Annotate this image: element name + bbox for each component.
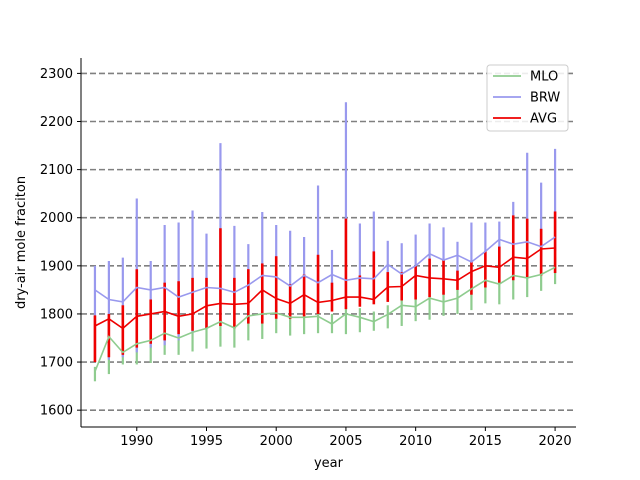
y-axis-label: dry-air mole fraciton xyxy=(14,176,29,309)
x-tick-label-2015: 2015 xyxy=(469,434,502,449)
legend-label-AVG: AVG xyxy=(530,112,557,127)
legend: MLO BRW AVG xyxy=(486,64,569,132)
y-tick-label-1600: 1600 xyxy=(40,404,73,419)
y-tick-label-1900: 1900 xyxy=(40,259,73,274)
legend-label-BRW: BRW xyxy=(530,91,560,106)
legend-label-MLO: MLO xyxy=(530,70,558,85)
y-tick-label-1800: 1800 xyxy=(40,307,73,322)
x-tick-label-2005: 2005 xyxy=(329,434,362,449)
x-tick-label-1990: 1990 xyxy=(120,434,153,449)
legend-box xyxy=(486,64,569,132)
y-tick-label-1700: 1700 xyxy=(40,356,73,371)
y-tick-label-2000: 2000 xyxy=(40,211,73,226)
series-line-BRW xyxy=(94,236,556,303)
grid xyxy=(81,72,576,411)
series-lines xyxy=(94,236,556,372)
x-tick-label-2010: 2010 xyxy=(399,434,432,449)
ticks: 1990 1995 2000 2005 2010 2015 2020 1600 1700 1800… xyxy=(40,67,572,449)
x-tick-label-2020: 2020 xyxy=(539,434,572,449)
y-tick-label-2100: 2100 xyxy=(40,163,73,178)
y-tick-label-2300: 2300 xyxy=(40,67,73,82)
series-line-MLO xyxy=(94,266,556,372)
axes xyxy=(80,58,576,428)
x-tick-label-1995: 1995 xyxy=(190,434,223,449)
error-bars xyxy=(93,102,557,382)
x-axis-label: year xyxy=(314,456,344,471)
series-line-AVG xyxy=(94,247,556,330)
x-tick-label-2000: 2000 xyxy=(260,434,293,449)
y-tick-label-2200: 2200 xyxy=(40,115,73,130)
